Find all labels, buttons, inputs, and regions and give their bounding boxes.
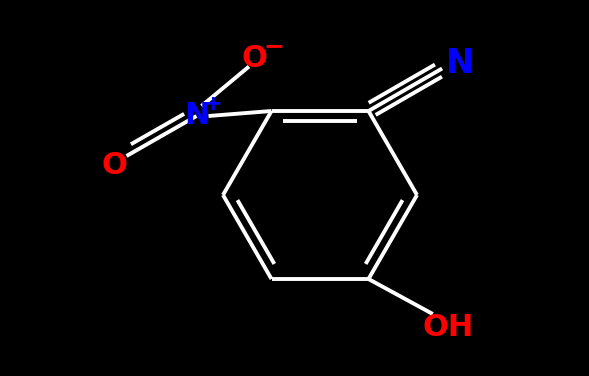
Text: N: N <box>184 102 209 130</box>
Text: O: O <box>101 152 127 180</box>
Text: O: O <box>241 44 267 73</box>
Text: OH: OH <box>422 312 474 341</box>
Text: −: − <box>263 35 284 59</box>
Text: N: N <box>446 47 474 80</box>
Text: +: + <box>203 94 222 114</box>
